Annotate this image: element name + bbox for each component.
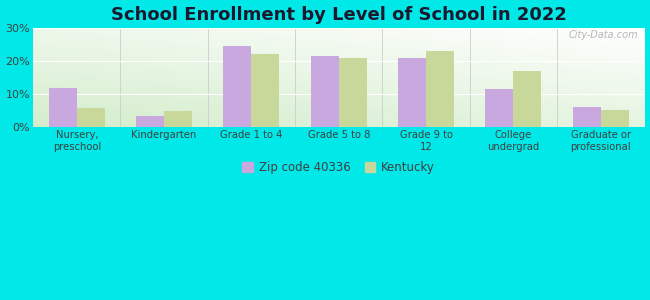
Bar — [339, 58, 367, 128]
Bar — [49, 88, 77, 128]
Bar — [311, 56, 339, 128]
Bar — [136, 116, 164, 127]
Bar — [426, 51, 454, 128]
Bar — [573, 107, 601, 128]
Bar — [252, 54, 280, 128]
Bar — [164, 112, 192, 127]
Bar — [224, 46, 252, 128]
Title: School Enrollment by Level of School in 2022: School Enrollment by Level of School in … — [111, 6, 567, 24]
Bar — [77, 108, 105, 128]
Bar — [514, 71, 541, 128]
Bar — [486, 89, 514, 128]
Text: City-Data.com: City-Data.com — [569, 30, 638, 40]
Legend: Zip code 40336, Kentucky: Zip code 40336, Kentucky — [238, 157, 440, 179]
Bar — [601, 110, 629, 128]
Bar — [398, 58, 426, 128]
